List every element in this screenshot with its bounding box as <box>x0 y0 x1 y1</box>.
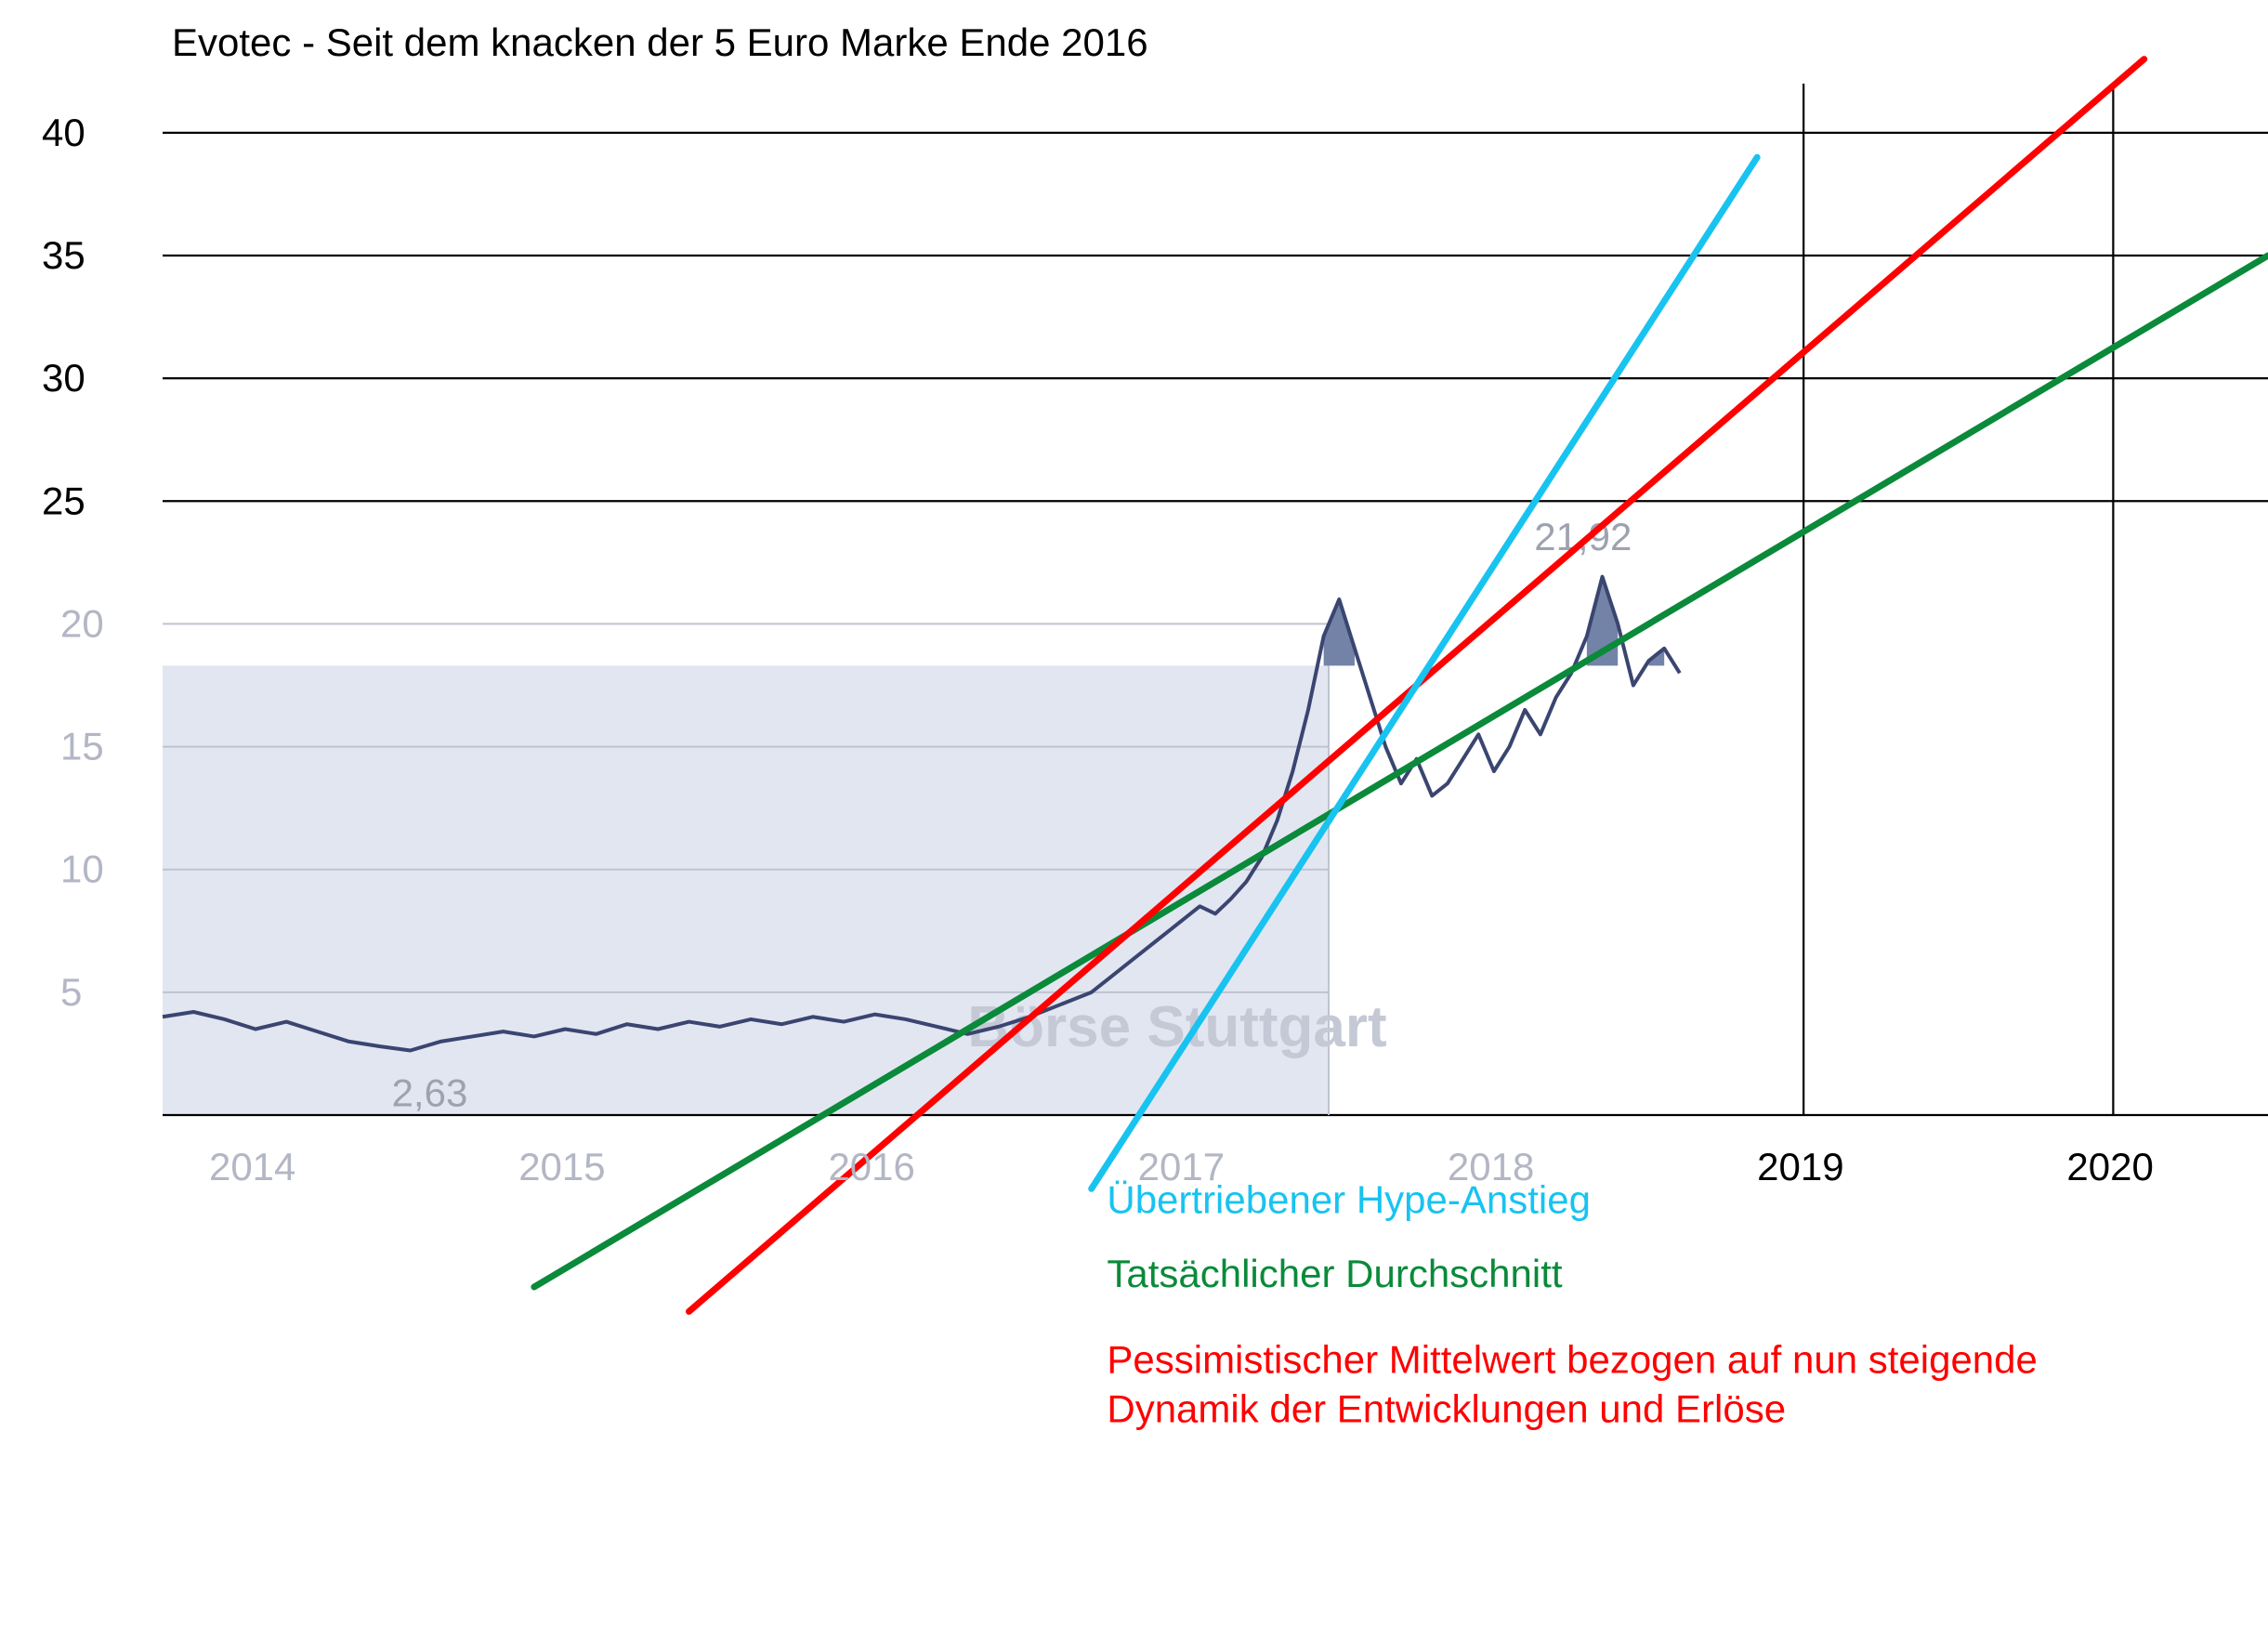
y-tick-label-overlay: 40 <box>42 111 85 154</box>
y-tick-label-overlay: 30 <box>42 356 85 400</box>
legend-label-pess_l1: Pessimistischer Mittelwert bezogen auf n… <box>1107 1338 2038 1382</box>
legend-label-hype: Übertriebener Hype-Anstieg <box>1107 1178 1591 1222</box>
y-tick-label-inner: 20 <box>60 601 104 645</box>
y-tick-label-inner: 5 <box>60 970 82 1014</box>
x-tick-label: 2016 <box>828 1145 914 1188</box>
annotation-peak: 21,92 <box>1534 515 1632 558</box>
x-tick-label: 2020 <box>2066 1145 2153 1188</box>
x-tick-label: 2014 <box>209 1145 295 1188</box>
legend-label-pess_l2: Dynamik der Entwicklungen und Erlöse <box>1107 1386 1786 1430</box>
y-tick-label-inner: 10 <box>60 847 104 891</box>
x-tick-label: 2015 <box>518 1145 605 1188</box>
legend-label-actual: Tatsächlicher Durchschnitt <box>1107 1252 1563 1295</box>
y-tick-label-inner: 15 <box>60 725 104 768</box>
watermark-text: Börse Stuttgart <box>967 995 1386 1059</box>
y-tick-label-overlay: 25 <box>42 479 85 522</box>
chart-svg: 5 10 15 20 25 30 35 40 Börse Stuttgart 2,63 21,92 2… <box>0 0 2268 1641</box>
y-tick-label-overlay: 35 <box>42 233 85 277</box>
chart-title: Evotec - Seit dem knacken der 5 Euro Mar… <box>172 20 1148 64</box>
annotation-low: 2,63 <box>392 1070 468 1114</box>
x-tick-label: 2019 <box>1757 1145 1843 1188</box>
chart-container: 5 10 15 20 25 30 35 40 Börse Stuttgart 2,63 21,92 2… <box>0 0 2268 1641</box>
